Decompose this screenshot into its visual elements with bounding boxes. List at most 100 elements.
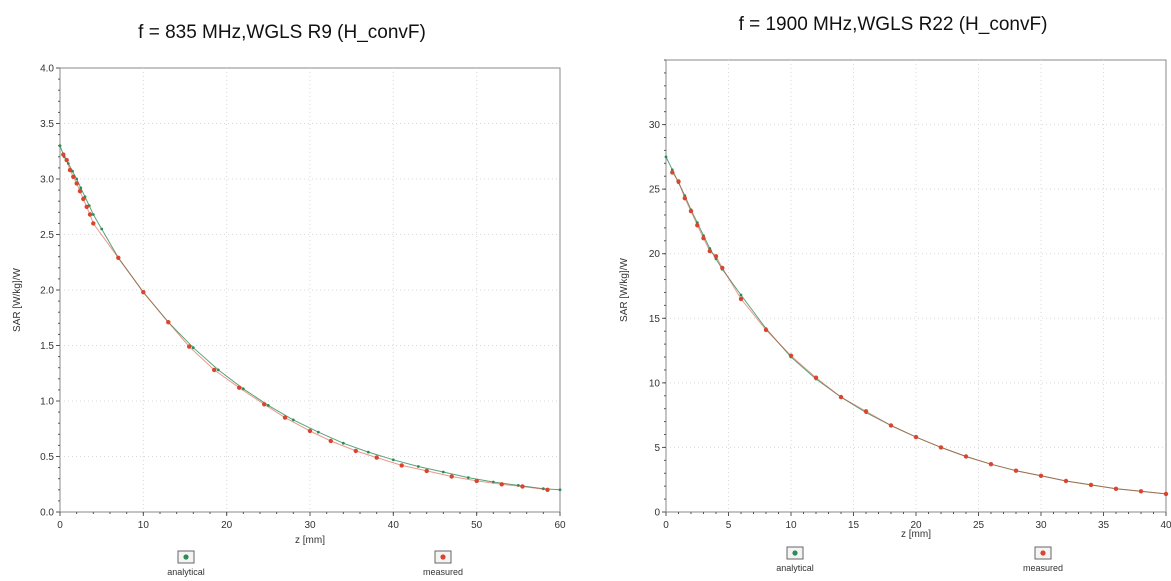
data-point-measured: [399, 463, 404, 468]
x-tick-label: 5: [726, 520, 732, 531]
x-axis-label: z [mm]: [901, 529, 931, 540]
data-point-measured: [707, 248, 712, 254]
data-point-measured: [695, 223, 700, 228]
data-point-analytical: [366, 450, 370, 454]
data-point-analytical: [291, 418, 295, 422]
y-axis-label: SAR [W/kg]/W: [619, 258, 630, 322]
data-point-measured: [353, 448, 358, 454]
data-point-measured: [670, 170, 675, 175]
data-point-analytical: [558, 488, 562, 492]
data-point-measured: [81, 196, 86, 202]
data-point-measured: [187, 344, 192, 349]
data-point-measured: [1113, 486, 1119, 491]
data-point-measured: [74, 181, 79, 186]
data-point-analytical: [466, 476, 470, 479]
data-point-analytical: [441, 470, 445, 474]
legend-marker-measured: [440, 554, 446, 560]
data-point-analytical: [664, 155, 668, 159]
legend-label-analytical: analytical: [776, 563, 814, 573]
x-tick-label: 0: [57, 520, 63, 531]
y-tick-label: 10: [649, 378, 661, 389]
x-tick-label: 35: [1098, 520, 1110, 531]
x-tick-label: 10: [138, 520, 150, 531]
data-point-measured: [676, 179, 681, 184]
x-tick-label: 30: [304, 520, 316, 531]
x-tick-label: 30: [1035, 520, 1047, 531]
data-point-measured: [1013, 468, 1019, 473]
y-tick-label: 4.0: [40, 64, 54, 75]
data-point-measured: [474, 478, 479, 484]
data-point-analytical: [191, 346, 195, 350]
data-point-measured: [888, 423, 894, 428]
series-measured: [670, 170, 1169, 497]
data-point-analytical: [739, 293, 743, 297]
data-point-measured: [282, 415, 288, 420]
legend-item-measured: measured: [423, 550, 463, 577]
data-point-measured: [863, 409, 869, 414]
data-point-analytical: [79, 186, 83, 190]
data-point-measured: [1163, 491, 1169, 497]
data-point-measured: [424, 468, 429, 474]
data-point-measured: [701, 236, 706, 241]
data-point-measured: [77, 189, 83, 194]
chart-panel-835mhz: f = 835 MHz,WGLS R9 (H_convF) 0.0 0.5 1.0 1…: [12, 22, 566, 577]
y-tick-label: 2.0: [40, 286, 54, 297]
data-point-measured: [449, 474, 454, 479]
data-point-measured: [116, 255, 121, 260]
data-point-measured: [738, 296, 744, 302]
x-tick-label: 10: [785, 520, 797, 531]
data-point-measured: [212, 367, 217, 373]
axis-ticks: [56, 67, 561, 516]
y-tick-label: 30: [649, 120, 661, 131]
data-point-measured: [838, 394, 844, 400]
data-point-measured: [64, 157, 69, 163]
data-point-measured: [328, 438, 333, 444]
x-tick-label: 25: [973, 520, 985, 531]
data-point-measured: [788, 353, 794, 358]
data-point-analytical: [216, 368, 220, 372]
data-point-measured: [166, 320, 171, 325]
legend-marker-analytical: [792, 550, 798, 556]
series-measured: [61, 152, 550, 492]
data-point-measured: [67, 167, 73, 173]
y-tick-label: 1.0: [40, 397, 54, 408]
data-point-measured: [61, 152, 66, 157]
data-point-analytical: [58, 144, 62, 148]
series: [664, 155, 1169, 497]
data-point-measured: [71, 174, 76, 179]
x-tick-label: 40: [388, 520, 400, 531]
data-point-measured: [713, 254, 719, 259]
data-point-analytical: [91, 213, 95, 216]
data-point-measured: [141, 290, 146, 295]
legend-label-measured: measured: [1023, 563, 1063, 573]
data-point-measured: [84, 204, 89, 209]
chart-title: f = 1900 MHz,WGLS R22 (H_convF): [739, 14, 1048, 35]
data-point-measured: [91, 221, 96, 226]
data-point-measured: [1063, 478, 1069, 484]
data-point-measured: [307, 428, 313, 434]
legend-label-analytical: analytical: [167, 567, 205, 577]
series: [58, 144, 562, 492]
legend: analytical measured: [167, 550, 463, 577]
data-point-measured: [682, 196, 687, 201]
axis-ticks: [662, 59, 1167, 516]
data-point-measured: [813, 375, 819, 380]
x-tick-label: 20: [221, 520, 233, 531]
data-point-measured: [1038, 473, 1044, 478]
data-point-measured: [938, 445, 944, 450]
data-point-measured: [720, 265, 725, 271]
data-point-measured: [1088, 482, 1094, 488]
legend-marker-measured: [1040, 550, 1046, 556]
data-point-measured: [963, 454, 969, 459]
data-point-measured: [87, 212, 93, 217]
data-point-analytical: [316, 430, 320, 434]
data-point-analytical: [75, 177, 79, 181]
x-axis-label: z [mm]: [295, 535, 325, 546]
data-point-analytical: [416, 465, 420, 468]
chart-title: f = 835 MHz,WGLS R9 (H_convF): [138, 22, 426, 43]
series-analytical: [58, 144, 562, 492]
data-point-measured: [520, 484, 525, 489]
series-line-measured: [62, 154, 548, 491]
data-point-analytical: [341, 441, 345, 445]
legend-marker-analytical: [183, 554, 189, 560]
